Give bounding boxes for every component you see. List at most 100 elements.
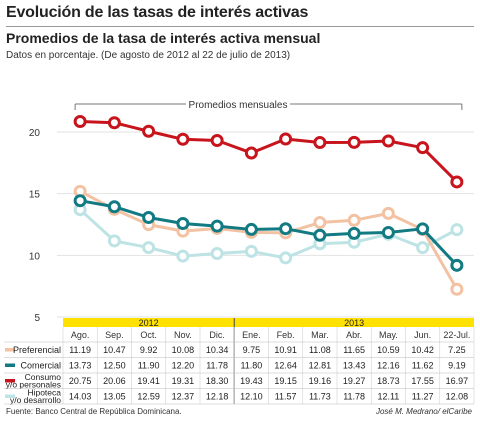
data-label-consumo: 20.06 [103, 376, 126, 386]
credit-note: José M. Medrano/ elCaribe [375, 407, 472, 416]
y-tick-label: 10 [29, 251, 41, 262]
data-point-comercial [244, 222, 258, 236]
data-label-consumo: 18.30 [206, 376, 229, 386]
data-label-hipoteca: 12.18 [206, 392, 229, 402]
data-label-preferencial: 10.47 [103, 345, 126, 355]
y-tick-label: 5 [34, 313, 40, 324]
chart-title: Evolución de las tasas de interés activa… [6, 4, 309, 21]
data-label-preferencial: 10.42 [411, 345, 434, 355]
data-point-consumo [416, 141, 430, 155]
data-point-preferencial [347, 213, 361, 227]
data-point-comercial [416, 222, 430, 236]
data-label-comercial: 12.20 [172, 361, 195, 371]
legend-label-preferencial: Preferencial [13, 345, 61, 355]
legend-label-hipoteca-line2: y/o desarrollo [10, 395, 61, 405]
data-point-consumo [176, 132, 190, 146]
data-point-comercial [313, 228, 327, 242]
data-point-consumo [210, 134, 224, 148]
data-label-comercial: 12.50 [103, 361, 126, 371]
data-label-hipoteca: 12.59 [137, 392, 160, 402]
data-label-consumo: 19.15 [274, 376, 297, 386]
data-point-preferencial [381, 206, 395, 220]
data-point-comercial [73, 194, 87, 208]
month-label: Feb. [277, 330, 295, 340]
data-point-consumo [142, 124, 156, 138]
month-label: Jun. [414, 330, 431, 340]
title-divider [6, 26, 474, 27]
data-point-hipoteca [210, 246, 224, 260]
data-label-comercial: 13.43 [343, 361, 366, 371]
data-label-consumo: 20.75 [69, 376, 92, 386]
data-label-comercial: 11.62 [412, 361, 434, 371]
data-label-hipoteca: 11.27 [412, 392, 434, 402]
data-label-consumo: 19.31 [172, 376, 195, 386]
legend-label-hipoteca: Hipoteca [27, 388, 61, 398]
data-point-hipoteca [244, 244, 258, 258]
chart-subtitle: Promedios de la tasa de interés activa m… [6, 30, 321, 46]
year-label: 2012 [139, 318, 159, 328]
year-band-2013 [234, 318, 474, 327]
data-point-preferencial [450, 282, 464, 296]
data-point-consumo [73, 115, 87, 129]
data-label-hipoteca: 12.08 [446, 392, 469, 402]
data-label-consumo: 19.16 [309, 376, 332, 386]
data-label-consumo: 19.27 [343, 376, 366, 386]
data-label-comercial: 12.81 [309, 361, 332, 371]
series-line-consumo [80, 120, 458, 184]
data-point-comercial [107, 200, 121, 214]
month-label: Oct. [140, 330, 157, 340]
month-label: Mar. [311, 330, 329, 340]
month-label: Dic. [209, 330, 225, 340]
source-note: Fuente: Banco Central de República Domin… [6, 407, 182, 416]
annotation-label: Promedios mensuales [189, 100, 288, 111]
data-label-hipoteca: 12.37 [172, 392, 195, 402]
line-chart: 5 10 15 20 Promedios mensuales 2012 2013 Ago. Se… [4, 100, 475, 405]
data-label-hipoteca: 12.11 [377, 392, 399, 402]
data-point-hipoteca [107, 234, 121, 248]
data-point-consumo [450, 175, 464, 189]
data-label-consumo: 17.55 [411, 376, 434, 386]
month-label: Nov. [174, 330, 192, 340]
data-label-comercial: 12.64 [274, 361, 297, 371]
data-label-preferencial: 10.59 [377, 345, 400, 355]
data-point-consumo [279, 132, 293, 146]
data-label-preferencial: 11.19 [69, 345, 91, 355]
month-label: 22-Jul. [443, 330, 470, 340]
data-label-preferencial: 9.75 [243, 345, 261, 355]
data-point-comercial [347, 226, 361, 240]
data-label-hipoteca: 14.03 [69, 392, 92, 402]
legend-label-consumo-line2: y/o personales [6, 380, 61, 390]
data-point-comercial [450, 258, 464, 272]
month-label: Ene. [242, 330, 261, 340]
data-point-consumo [381, 134, 395, 148]
data-label-hipoteca: 13.05 [103, 392, 126, 402]
data-label-preferencial: 9.92 [140, 345, 158, 355]
y-tick-label: 20 [29, 128, 41, 139]
data-label-preferencial: 11.65 [343, 345, 365, 355]
data-point-comercial [279, 222, 293, 236]
data-label-comercial: 11.90 [138, 361, 160, 371]
data-point-comercial [142, 210, 156, 224]
data-point-comercial [176, 217, 190, 231]
data-label-comercial: 11.78 [206, 361, 228, 371]
month-label: Sep. [105, 330, 124, 340]
data-label-consumo: 19.43 [240, 376, 263, 386]
month-label: Ago. [71, 330, 90, 340]
data-label-preferencial: 7.25 [448, 345, 466, 355]
data-point-consumo [244, 146, 258, 160]
data-point-hipoteca [176, 249, 190, 263]
data-label-hipoteca: 12.10 [240, 392, 263, 402]
data-point-hipoteca [416, 241, 430, 255]
month-label: May. [379, 330, 398, 340]
data-point-consumo [347, 135, 361, 149]
legend-label-comercial: Comercial [20, 361, 61, 371]
year-label: 2013 [344, 318, 364, 328]
data-label-comercial: 12.16 [377, 361, 400, 371]
data-point-hipoteca [142, 241, 156, 255]
data-label-comercial: 9.19 [448, 361, 466, 371]
data-label-preferencial: 10.34 [206, 345, 229, 355]
chart-note: Datos en porcentaje. (De agosto de 2012 … [6, 50, 291, 61]
year-band-2012 [63, 318, 235, 327]
data-point-hipoteca [450, 223, 464, 237]
data-point-consumo [313, 135, 327, 149]
